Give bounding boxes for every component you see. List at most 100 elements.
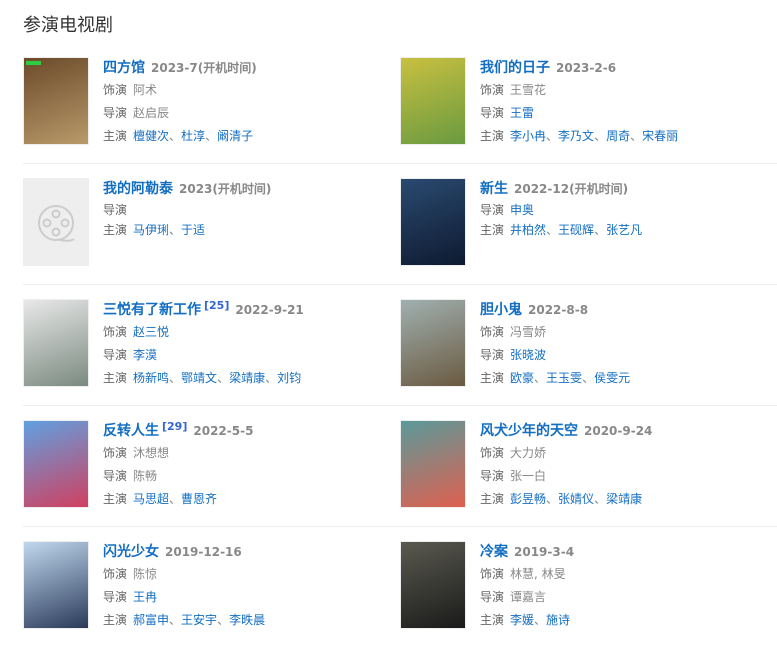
cast-name[interactable]: 井柏然 — [510, 223, 547, 237]
cast-name[interactable]: 刘钧 — [277, 371, 302, 385]
title-line: 我们的日子 2023-2-6 — [480, 57, 678, 79]
director-name[interactable]: 张晓波 — [510, 348, 547, 362]
cast-label: 主演 — [480, 371, 505, 385]
drama-title-link[interactable]: 冷案 — [480, 544, 508, 560]
cast-line: 主演 井柏然、王砚辉、张艺凡 — [480, 220, 642, 240]
drama-title-link[interactable]: 胆小鬼 — [480, 302, 522, 318]
cast-line: 主演 欧豪、王玉雯、侯雯元 — [480, 367, 630, 390]
drama-title-link[interactable]: 风犬少年的天空 — [480, 423, 578, 439]
role-line: 饰演 冯雪娇 — [480, 321, 630, 344]
cast-name[interactable]: 李昳晨 — [229, 613, 266, 627]
separator: 、 — [169, 492, 182, 506]
role-label: 饰演 — [480, 325, 505, 339]
cast-name[interactable]: 于适 — [181, 223, 206, 237]
director-name[interactable]: 申奥 — [510, 203, 535, 217]
drama-info: 冷案 2019-3-4 饰演 林慧, 林旻 导演 谭嘉言 主演 李媛、施诗 — [480, 541, 574, 648]
drama-title-link[interactable]: 我们的日子 — [480, 60, 550, 76]
cast-name[interactable]: 杜淳 — [181, 129, 206, 143]
role-name: 大力娇 — [510, 446, 547, 460]
cast-name[interactable]: 王安宇 — [181, 613, 218, 627]
role-line: 饰演 林慧, 林旻 — [480, 563, 574, 586]
separator: 、 — [582, 371, 595, 385]
cast-line: 主演 杨新鸣、鄂靖文、梁靖康、刘钧 — [103, 367, 304, 390]
role-name[interactable]: 赵三悦 — [133, 325, 170, 339]
cast-name[interactable]: 侯雯元 — [594, 371, 631, 385]
drama-title-link[interactable]: 四方馆 — [103, 60, 145, 76]
citation-link[interactable]: [29] — [162, 420, 188, 433]
cast-name[interactable]: 马伊琍 — [133, 223, 170, 237]
cast-name[interactable]: 周奇 — [606, 129, 631, 143]
drama-info: 反转人生 [29] 2022-5-5 饰演 沐想想 导演 陈畅 主演 马思超、曹恩齐 — [103, 420, 253, 526]
poster-image[interactable] — [23, 541, 89, 629]
drama-item: 我们的日子 2023-2-6 饰演 王雪花 导演 王雷 主演 李小冉、李乃文、周奇、宋春丽 — [400, 57, 777, 163]
drama-item: 我的阿勒泰 2023(开机时间) 导演 主演 马伊琍、于适 — [23, 164, 400, 284]
drama-row: 四方馆 2023-7(开机时间) 饰演 阿术 导演 赵启辰 主演 檀健次、杜淳、阚清子 我们的日… — [23, 57, 777, 164]
drama-title-link[interactable]: 闪光少女 — [103, 544, 159, 560]
cast-name[interactable]: 施诗 — [546, 613, 571, 627]
director-line: 导演 李漠 — [103, 344, 304, 367]
cast-name[interactable]: 杨新鸣 — [133, 371, 170, 385]
director-label: 导演 — [103, 348, 128, 362]
drama-row: 闪光少女 2019-12-16 饰演 陈惊 导演 王冉 主演 郝富申、王安宇、李昳晨 冷案 201… — [23, 527, 777, 648]
cast-name[interactable]: 王砚辉 — [558, 223, 595, 237]
cast-name[interactable]: 阚清子 — [217, 129, 254, 143]
cast-name[interactable]: 张婧仪 — [558, 492, 595, 506]
director-label: 导演 — [103, 203, 128, 217]
drama-info: 我们的日子 2023-2-6 饰演 王雪花 导演 王雷 主演 李小冉、李乃文、周奇、宋春丽 — [480, 57, 678, 163]
title-line: 风犬少年的天空 2020-9-24 — [480, 420, 652, 442]
release-date: 2023(开机时间) — [179, 182, 272, 196]
director-line: 导演 — [103, 200, 271, 220]
director-line: 导演 陈畅 — [103, 465, 253, 488]
cast-name[interactable]: 鄂靖文 — [181, 371, 218, 385]
drama-title-link[interactable]: 反转人生 — [103, 423, 159, 439]
poster-image[interactable] — [23, 299, 89, 387]
role-label: 饰演 — [103, 567, 128, 581]
poster-image[interactable] — [23, 420, 89, 508]
poster-image[interactable] — [400, 420, 466, 508]
director-label: 导演 — [103, 469, 128, 483]
title-line: 胆小鬼 2022-8-8 — [480, 299, 630, 321]
cast-name[interactable]: 欧豪 — [510, 371, 535, 385]
cast-name[interactable]: 李乃文 — [558, 129, 595, 143]
citation-link[interactable]: [25] — [204, 299, 230, 312]
cast-line: 主演 李小冉、李乃文、周奇、宋春丽 — [480, 125, 678, 148]
cast-name[interactable]: 郝富申 — [133, 613, 170, 627]
cast-name[interactable]: 张艺凡 — [606, 223, 643, 237]
release-date: 2020-9-24 — [584, 424, 653, 438]
director-name[interactable]: 李漠 — [133, 348, 158, 362]
title-line: 反转人生 [29] 2022-5-5 — [103, 420, 253, 442]
cast-name[interactable]: 宋春丽 — [642, 129, 679, 143]
cast-label: 主演 — [103, 371, 128, 385]
film-reel-icon — [38, 205, 75, 242]
cast-line: 主演 郝富申、王安宇、李昳晨 — [103, 609, 265, 632]
poster-image[interactable] — [23, 178, 89, 266]
director-line: 导演 赵启辰 — [103, 102, 257, 125]
separator: 、 — [205, 129, 218, 143]
poster-image[interactable] — [400, 541, 466, 629]
director-name[interactable]: 王雷 — [510, 106, 535, 120]
poster-image[interactable] — [400, 299, 466, 387]
director-name[interactable]: 王冉 — [133, 590, 158, 604]
role-line: 饰演 王雪花 — [480, 79, 678, 102]
cast-name[interactable]: 王玉雯 — [546, 371, 583, 385]
title-line: 我的阿勒泰 2023(开机时间) — [103, 178, 271, 200]
cast-name[interactable]: 梁靖康 — [229, 371, 266, 385]
cast-name[interactable]: 檀健次 — [133, 129, 170, 143]
drama-title-link[interactable]: 三悦有了新工作 — [103, 302, 201, 318]
poster-image[interactable] — [400, 178, 466, 266]
cast-name[interactable]: 梁靖康 — [606, 492, 643, 506]
separator: 、 — [265, 371, 278, 385]
role-label: 饰演 — [103, 446, 128, 460]
poster-image[interactable] — [23, 57, 89, 145]
cast-name[interactable]: 曹恩齐 — [181, 492, 218, 506]
cast-name[interactable]: 李媛 — [510, 613, 535, 627]
drama-title-link[interactable]: 新生 — [480, 181, 508, 197]
drama-title-link[interactable]: 我的阿勒泰 — [103, 181, 173, 197]
cast-name[interactable]: 李小冉 — [510, 129, 547, 143]
drama-item: 新生 2022-12(开机时间) 导演 申奥 主演 井柏然、王砚辉、张艺凡 — [400, 164, 777, 284]
cast-name[interactable]: 彭昱畅 — [510, 492, 547, 506]
poster-image[interactable] — [400, 57, 466, 145]
director-line: 导演 王冉 — [103, 586, 265, 609]
cast-name[interactable]: 马思超 — [133, 492, 170, 506]
release-date: 2022-12(开机时间) — [514, 182, 629, 196]
